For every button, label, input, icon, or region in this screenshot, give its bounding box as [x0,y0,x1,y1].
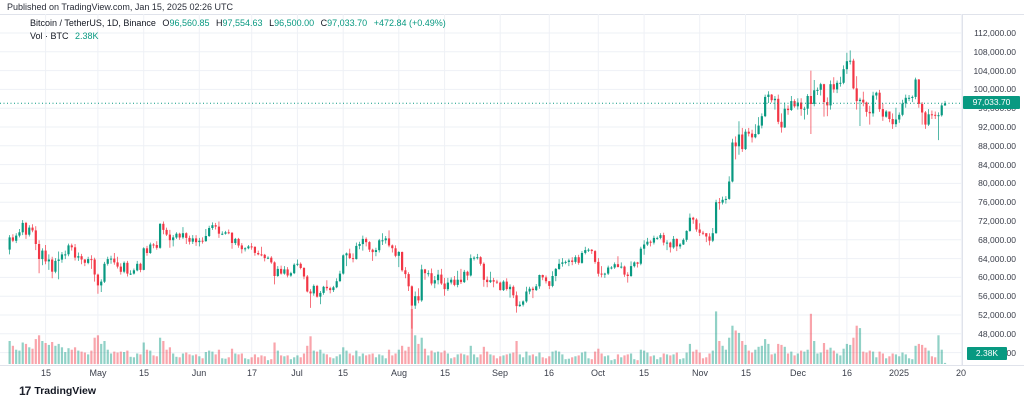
footer-brand[interactable]: 17 TradingView [19,383,96,399]
time-axis-label: Aug [390,368,408,378]
change-value: +472.84 (+0.49%) [373,18,446,28]
high-value: 97,554.63 [222,18,263,28]
current-volume-badge: 2.38K [967,347,1007,360]
price-axis-label: 64,000.00 [978,254,1016,264]
high-label: H [216,18,223,28]
current-price-badge: 97,033.70 [963,96,1020,109]
price-axis-label: 60,000.00 [978,272,1016,282]
price-axis-label: 52,000.00 [978,310,1016,320]
time-axis-label: 15 [638,368,650,378]
time-axis-label: May [89,368,107,378]
price-axis-label: 48,000.00 [978,329,1016,339]
time-axis-label: 17 [246,368,258,378]
price-axis-separator [962,14,963,365]
published-line: Published on TradingView.com, Jan 15, 20… [7,2,233,12]
price-axis-label: 104,000.00 [973,66,1016,76]
price-axis-label: 88,000.00 [978,141,1016,151]
time-axis-label: 2025 [888,368,910,378]
price-axis-label: 76,000.00 [978,197,1016,207]
legend-line-1: Bitcoin / TetherUS, 1D, Binance O96,560.… [30,17,446,30]
time-axis-label: 15 [40,368,52,378]
price-axis-label: 72,000.00 [978,216,1016,226]
candlestick-chart[interactable] [0,14,962,365]
time-axis-label: 15 [439,368,451,378]
time-axis-label: 15 [337,368,349,378]
low-label: L [269,18,275,28]
chart-pane[interactable] [0,14,1024,365]
tradingview-wordmark: TradingView [34,385,97,397]
legend-line-2: Vol · BTC 2.38K [30,30,446,43]
price-axis-label: 112,000.00 [974,28,1016,38]
close-label: C [320,18,328,28]
time-axis-label: Jul [291,368,303,378]
time-axis-label: 15 [138,368,150,378]
close-value: 97,033.70 [327,18,368,28]
time-axis-label: 16 [841,368,853,378]
open-value: 96,560.85 [169,18,210,28]
price-axis-label: 56,000.00 [978,291,1016,301]
time-axis-label: Sep [491,368,509,378]
time-axis-separator [0,365,1024,366]
time-axis-label: 16 [543,368,555,378]
price-axis-label: 92,000.00 [978,122,1016,132]
symbol-title[interactable]: Bitcoin / TetherUS, 1D, Binance [30,18,156,28]
price-axis-label: 108,000.00 [973,47,1016,57]
tradingview-logo-icon: 17 [19,384,31,398]
time-axis-label: 20 [955,368,967,378]
price-axis-label: 68,000.00 [978,235,1016,245]
volume-value: 2.38K [75,31,99,41]
time-axis-label: Nov [691,368,709,378]
low-value: 96,500.00 [274,18,315,28]
volume-label: Vol · BTC [30,31,69,41]
price-axis-label: 84,000.00 [978,160,1016,170]
time-axis-label: Dec [789,368,807,378]
symbol-legend[interactable]: Bitcoin / TetherUS, 1D, Binance O96,560.… [30,17,446,43]
time-axis-label: 15 [740,368,752,378]
price-axis-label: 80,000.00 [978,178,1016,188]
price-axis-label: 100,000.00 [973,84,1016,94]
time-axis-label: Jun [191,368,207,378]
open-label: O [162,18,170,28]
time-axis-label: Oct [590,368,606,378]
